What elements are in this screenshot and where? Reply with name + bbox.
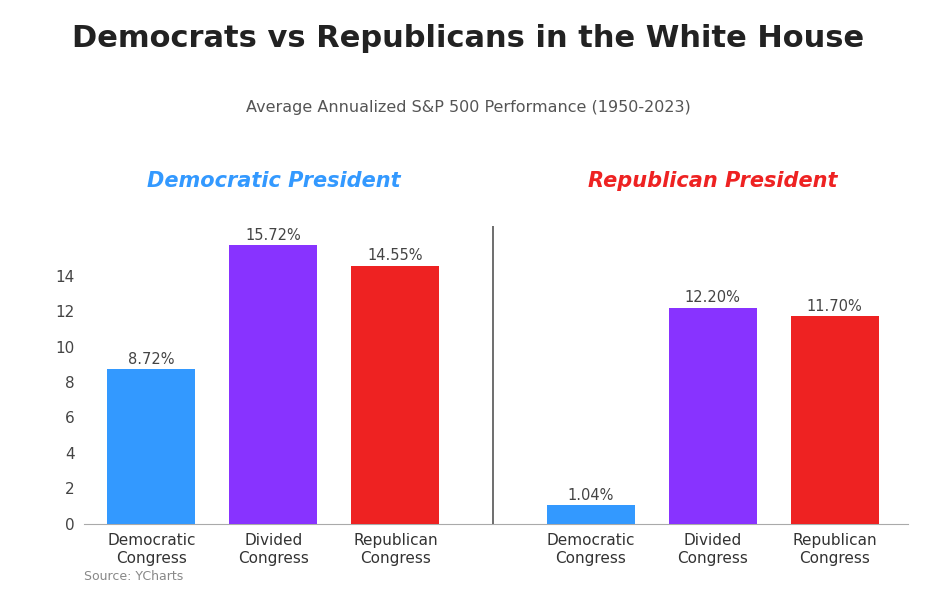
Bar bbox=[352, 266, 439, 524]
Text: 14.55%: 14.55% bbox=[368, 248, 423, 263]
Text: Source: YCharts: Source: YCharts bbox=[84, 570, 183, 583]
Text: 1.04%: 1.04% bbox=[567, 487, 614, 503]
Bar bbox=[668, 308, 756, 524]
Text: 8.72%: 8.72% bbox=[128, 352, 175, 367]
Bar bbox=[108, 369, 196, 524]
Text: Democratic President: Democratic President bbox=[147, 171, 401, 192]
Text: Republican President: Republican President bbox=[588, 171, 838, 192]
Bar bbox=[791, 317, 879, 524]
Text: 12.20%: 12.20% bbox=[685, 290, 740, 305]
Text: Democrats vs Republicans in the White House: Democrats vs Republicans in the White Ho… bbox=[72, 24, 864, 53]
Bar bbox=[229, 245, 317, 524]
Text: Average Annualized S&P 500 Performance (1950-2023): Average Annualized S&P 500 Performance (… bbox=[245, 99, 691, 115]
Bar bbox=[547, 505, 635, 524]
Text: 15.72%: 15.72% bbox=[245, 227, 301, 243]
Text: 11.70%: 11.70% bbox=[807, 299, 863, 314]
